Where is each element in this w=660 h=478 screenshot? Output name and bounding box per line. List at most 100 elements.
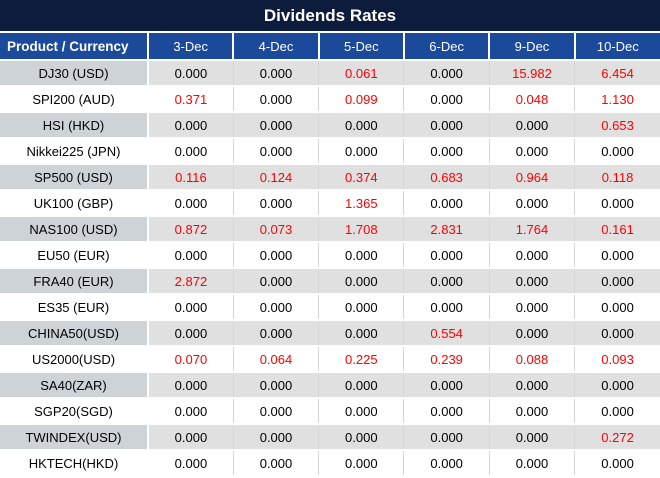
rate-cell: 0.000 [147, 398, 234, 425]
rate-cell: 0.000 [574, 138, 660, 165]
rate-cell: 0.000 [488, 320, 575, 347]
rate-cell: 0.000 [574, 294, 660, 321]
rate-cell: 0.000 [403, 190, 490, 217]
rate-cell: 0.000 [488, 138, 575, 165]
rate-cell: 0.653 [574, 112, 660, 139]
col-header-6-dec: 6-Dec [402, 33, 490, 61]
product-cell: Nikkei225 (JPN) [0, 138, 149, 165]
rate-cell: 0.000 [232, 138, 319, 165]
product-cell: DJ30 (USD) [0, 60, 149, 87]
rate-cell: 0.000 [318, 424, 404, 451]
rate-cell: 0.000 [403, 138, 490, 165]
rate-cell: 0.000 [147, 294, 234, 321]
rate-cell: 0.000 [488, 112, 575, 139]
rate-cell: 0.000 [147, 242, 234, 269]
product-cell: US2000(USD) [0, 346, 149, 373]
rate-cell: 0.000 [318, 242, 404, 269]
rate-cell: 0.000 [403, 450, 490, 477]
table-row: DJ30 (USD) 0.000 0.000 0.061 0.000 15.982 6.45… [0, 60, 660, 87]
product-cell: SGP20(SGD) [0, 398, 149, 425]
product-cell: SP500 (USD) [0, 164, 149, 191]
table-title: Dividends Rates [0, 0, 660, 33]
rate-cell: 0.000 [403, 112, 490, 139]
rate-cell: 0.000 [147, 138, 234, 165]
rate-cell: 0.124 [232, 164, 319, 191]
rate-cell: 0.118 [574, 164, 660, 191]
col-header-9-dec: 9-Dec [488, 33, 575, 61]
product-cell: TWINDEX(USD) [0, 424, 149, 451]
rate-cell: 0.000 [403, 60, 490, 87]
table-row: SPI200 (AUD) 0.371 0.000 0.099 0.000 0.048 1.1… [0, 86, 660, 113]
rate-cell: 0.000 [403, 398, 490, 425]
rate-cell: 0.000 [574, 242, 660, 269]
rate-cell: 0.964 [488, 164, 575, 191]
rate-cell: 0.000 [403, 242, 490, 269]
rate-cell: 0.000 [147, 112, 234, 139]
rate-cell: 0.064 [232, 346, 319, 373]
rate-cell: 0.000 [232, 112, 319, 139]
table-row: TWINDEX(USD) 0.000 0.000 0.000 0.000 0.000 0.2… [0, 424, 660, 451]
table-row: SGP20(SGD) 0.000 0.000 0.000 0.000 0.000 0.000 [0, 398, 660, 425]
col-header-10-dec: 10-Dec [573, 33, 660, 61]
rate-cell: 0.000 [232, 450, 319, 477]
rate-cell: 0.000 [318, 372, 404, 399]
rate-cell: 0.000 [232, 60, 319, 87]
rate-cell: 0.554 [403, 320, 490, 347]
rate-cell: 0.099 [318, 86, 404, 113]
table-row: NAS100 (USD) 0.872 0.073 1.708 2.831 1.764 0.1… [0, 216, 660, 243]
rate-cell: 0.000 [318, 398, 404, 425]
product-cell: FRA40 (EUR) [0, 268, 149, 295]
product-cell: SPI200 (AUD) [0, 86, 149, 113]
rate-cell: 1.365 [318, 190, 404, 217]
header-row: Product / Currency 3-Dec 4-Dec 5-Dec 6-D… [0, 33, 660, 61]
rate-cell: 0.000 [232, 86, 319, 113]
rate-cell: 2.831 [403, 216, 490, 243]
dividends-rates-table: Product / Currency 3-Dec 4-Dec 5-Dec 6-D… [0, 33, 660, 477]
rate-cell: 15.982 [488, 60, 575, 87]
rate-cell: 2.872 [147, 268, 234, 295]
col-header-5-dec: 5-Dec [317, 33, 404, 61]
rate-cell: 0.000 [488, 450, 575, 477]
table-row: HSI (HKD) 0.000 0.000 0.000 0.000 0.000 0.653 [0, 112, 660, 139]
rate-cell: 0.371 [147, 86, 234, 113]
rate-cell: 0.000 [147, 190, 234, 217]
rate-cell: 0.000 [318, 450, 404, 477]
rate-cell: 0.088 [488, 346, 575, 373]
rate-cell: 0.000 [403, 372, 490, 399]
rate-cell: 6.454 [574, 60, 660, 87]
product-cell: UK100 (GBP) [0, 190, 149, 217]
rate-cell: 0.000 [403, 424, 490, 451]
rate-cell: 0.093 [574, 346, 660, 373]
table-row: SP500 (USD) 0.116 0.124 0.374 0.683 0.964 0.11… [0, 164, 660, 191]
table-row: SA40(ZAR) 0.000 0.000 0.000 0.000 0.000 0.000 [0, 372, 660, 399]
product-cell: SA40(ZAR) [0, 372, 149, 399]
rate-cell: 0.000 [318, 138, 404, 165]
rate-cell: 0.000 [488, 398, 575, 425]
rate-cell: 1.708 [318, 216, 404, 243]
rate-cell: 0.000 [232, 320, 319, 347]
rate-cell: 0.000 [147, 424, 234, 451]
rate-cell: 0.000 [488, 294, 575, 321]
product-cell: EU50 (EUR) [0, 242, 149, 269]
rate-cell: 0.000 [488, 190, 575, 217]
rate-cell: 0.000 [147, 320, 234, 347]
product-cell: NAS100 (USD) [0, 216, 149, 243]
table-row: Nikkei225 (JPN) 0.000 0.000 0.000 0.000 0.000… [0, 138, 660, 165]
rate-cell: 0.000 [318, 320, 404, 347]
rate-cell: 0.000 [232, 372, 319, 399]
rate-cell: 0.000 [232, 424, 319, 451]
rate-cell: 0.000 [488, 424, 575, 451]
rate-cell: 0.000 [232, 242, 319, 269]
rate-cell: 0.000 [488, 242, 575, 269]
table-row: HKTECH(HKD) 0.000 0.000 0.000 0.000 0.000 0.00… [0, 450, 660, 477]
table-row: FRA40 (EUR) 2.872 0.000 0.000 0.000 0.000 0.00… [0, 268, 660, 295]
rate-cell: 0.000 [403, 86, 490, 113]
col-header-4-dec: 4-Dec [232, 33, 319, 61]
table-row: ES35 (EUR) 0.000 0.000 0.000 0.000 0.000 0.000 [0, 294, 660, 321]
rate-cell: 0.225 [318, 346, 404, 373]
product-cell: HKTECH(HKD) [0, 450, 149, 477]
rate-cell: 0.000 [147, 450, 234, 477]
rate-cell: 0.161 [574, 216, 660, 243]
table-row: US2000(USD) 0.070 0.064 0.225 0.239 0.088 0.09… [0, 346, 660, 373]
